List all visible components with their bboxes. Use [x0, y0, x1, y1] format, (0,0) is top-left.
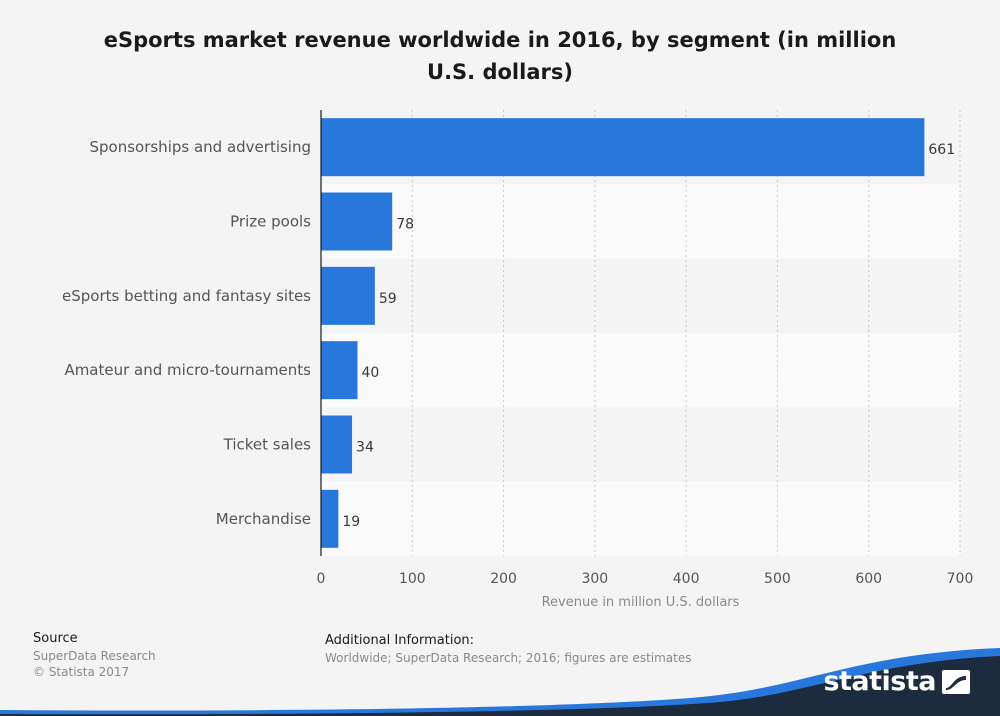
additional-info-text: Worldwide; SuperData Research; 2016; fig… [325, 651, 692, 665]
row-band [321, 184, 960, 259]
value-label: 59 [379, 291, 397, 307]
value-label: 34 [356, 440, 374, 456]
row-bands [321, 110, 960, 556]
gridlines [411, 110, 961, 556]
statista-wordmark: statista [823, 666, 936, 697]
source-heading: Source [33, 631, 78, 646]
value-label: 78 [396, 217, 414, 233]
statista-logo-icon [942, 669, 970, 694]
bar-chart: Sponsorships and advertising Prize pools e… [62, 110, 974, 610]
x-axis-label: Revenue in million U.S. dollars [542, 595, 740, 610]
source-line: SuperData Research [33, 649, 156, 663]
row-band [321, 258, 960, 333]
value-labels: 661 78 59 40 34 19 [342, 142, 955, 530]
bar [321, 192, 393, 251]
bar [321, 118, 925, 177]
category-label: Sponsorships and advertising [89, 138, 311, 156]
additional-info-heading: Additional Information: [325, 633, 475, 648]
row-band [321, 333, 960, 408]
statista-logo[interactable]: statista [823, 666, 970, 697]
x-tick-label: 300 [581, 571, 608, 587]
copyright-line: © Statista 2017 [33, 665, 130, 679]
category-label: Amateur and micro-tournaments [64, 361, 311, 379]
row-band [321, 481, 960, 556]
x-tick-label: 400 [673, 571, 700, 587]
category-label: Ticket sales [223, 436, 312, 454]
x-tick-label: 700 [947, 571, 974, 587]
value-label: 40 [362, 365, 380, 381]
source-block: Source SuperData Research © Statista 201… [33, 630, 156, 680]
category-label: Merchandise [216, 510, 311, 528]
row-band [321, 407, 960, 482]
x-tick-label: 0 [317, 571, 326, 587]
x-tick-label: 100 [399, 571, 426, 587]
x-tick-label: 600 [855, 571, 882, 587]
chart-title: eSports market revenue worldwide in 2016… [103, 28, 897, 84]
bar [321, 489, 339, 548]
brand-wave [0, 648, 1000, 716]
additional-info-block: Additional Information: Worldwide; Super… [325, 632, 692, 666]
category-label: Prize pools [230, 213, 311, 231]
value-label: 19 [342, 514, 360, 530]
x-tick-label: 200 [490, 571, 517, 587]
bar [321, 266, 375, 325]
category-label: eSports betting and fantasy sites [62, 287, 311, 305]
bar [321, 341, 358, 400]
value-label: 661 [928, 142, 955, 158]
bars [321, 118, 925, 548]
x-tick-label: 500 [764, 571, 791, 587]
bar [321, 415, 353, 474]
category-labels: Sponsorships and advertising Prize pools e… [62, 138, 311, 528]
x-tick-labels: 0 100 200 300 400 500 600 700 [317, 571, 974, 587]
